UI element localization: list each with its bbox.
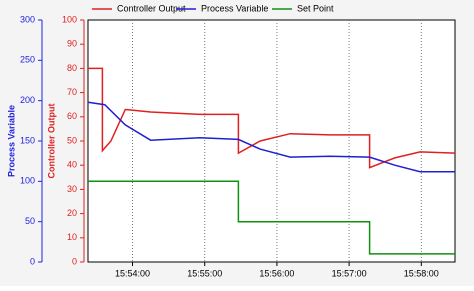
y-tick-label: 0 xyxy=(30,256,35,266)
y2-tick-label: 0 xyxy=(72,256,77,266)
legend-label: Controller Output xyxy=(117,3,186,13)
y2-tick-label: 60 xyxy=(67,111,77,121)
series-line xyxy=(88,180,455,255)
y-axis-label: Process Variable xyxy=(6,105,16,177)
y2-tick-label: 90 xyxy=(67,39,77,49)
x-tick-label: 15:55:00 xyxy=(187,268,222,278)
y2-tick-label: 30 xyxy=(67,184,77,194)
y-tick-label: 200 xyxy=(20,95,35,105)
x-tick-label: 15:56:00 xyxy=(259,268,294,278)
y2-tick-label: 70 xyxy=(67,87,77,97)
y-tick-label: 50 xyxy=(25,216,35,226)
y2-tick-label: 80 xyxy=(67,63,77,73)
y-tick-label: 250 xyxy=(20,55,35,65)
y-tick-label: 100 xyxy=(20,176,35,186)
legend-label: Process Variable xyxy=(201,3,268,13)
series-line xyxy=(88,67,456,169)
series-line xyxy=(87,101,455,173)
y2-axis-label: Controller Output xyxy=(46,104,56,179)
legend-label: Set Point xyxy=(297,3,334,13)
y2-tick-label: 40 xyxy=(67,160,77,170)
y2-tick-label: 10 xyxy=(67,232,77,242)
plot-area xyxy=(87,19,456,263)
y-tick-label: 300 xyxy=(20,14,35,24)
x-tick-label: 15:58:00 xyxy=(404,268,439,278)
y2-tick-label: 100 xyxy=(62,14,77,24)
x-tick-label: 15:54:00 xyxy=(115,268,150,278)
y2-tick-label: 20 xyxy=(67,208,77,218)
x-tick-label: 15:57:00 xyxy=(332,268,367,278)
y2-tick-label: 50 xyxy=(67,135,77,145)
y-tick-label: 150 xyxy=(20,135,35,145)
